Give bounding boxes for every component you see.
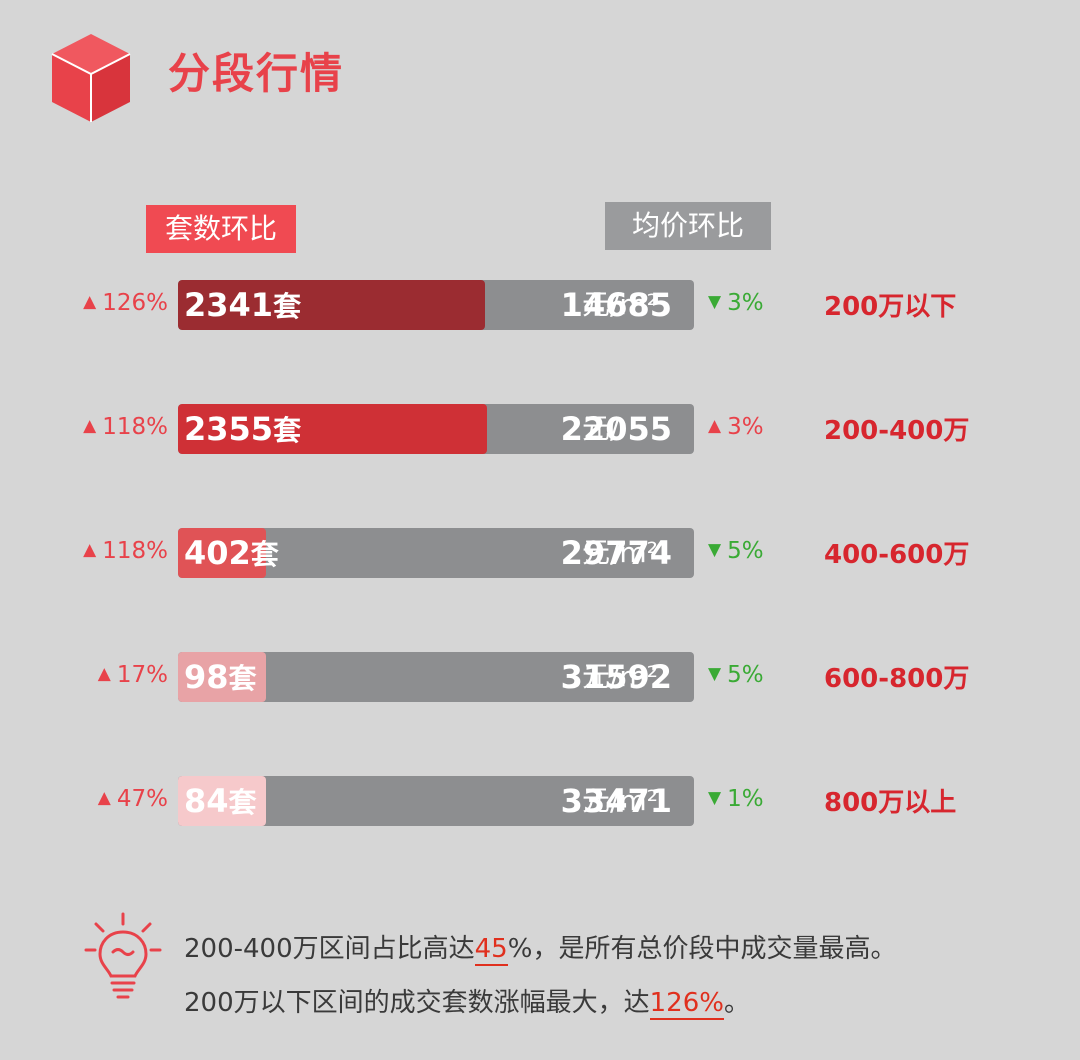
- bar-fill: [178, 404, 487, 454]
- count-change-label: ▲ 118%: [83, 538, 168, 564]
- price-value-label: 22055: [560, 410, 672, 448]
- count-value-label: 402套: [184, 534, 279, 572]
- bar-row: ▲ 118% 2355套 22055 元/ ▲ 3% 200-400万: [0, 400, 1080, 460]
- price-value-label: 31592: [560, 658, 672, 696]
- price-change-label: ▼ 1%: [708, 786, 764, 812]
- price-change-label: ▼ 5%: [708, 662, 764, 688]
- note-line-1: 200-400万区间占比高达45%，是所有总价段中成交量最高。: [184, 934, 897, 966]
- note-highlight-45: 45: [474, 934, 508, 966]
- count-value-label: 98套: [184, 658, 257, 696]
- legend-count-label: 套数环比: [146, 205, 296, 253]
- triangle-up-icon: ▲: [97, 664, 111, 684]
- count-value-label: 2341套: [184, 286, 302, 324]
- bar-track: [178, 528, 694, 578]
- legend-price-label: 均价环比: [605, 202, 771, 250]
- bar-track: [178, 776, 694, 826]
- triangle-down-icon: ▼: [708, 292, 722, 312]
- bar-fill: [178, 652, 266, 702]
- triangle-up-icon: ▲: [83, 540, 97, 560]
- bar-row: ▲ 118% 402套 29774 元/m² ▼ 5% 400-600万: [0, 524, 1080, 584]
- price-range-label: 400-600万: [824, 540, 970, 570]
- price-value-label: 29774: [560, 534, 672, 572]
- price-unit-label: 元/m²: [582, 660, 658, 693]
- triangle-up-icon: ▲: [708, 416, 722, 436]
- bar-track: [178, 404, 694, 454]
- triangle-down-icon: ▼: [708, 664, 722, 684]
- price-range-label: 600-800万: [824, 664, 970, 694]
- price-unit-label: 元/: [582, 412, 620, 445]
- bar-track: [178, 652, 694, 702]
- price-value-label: 33471: [560, 782, 672, 820]
- note-line-2: 200万以下区间的成交套数涨幅最大，达126%。: [184, 988, 750, 1020]
- bar-fill: [178, 528, 266, 578]
- triangle-down-icon: ▼: [708, 788, 722, 808]
- price-range-label: 200万以下: [824, 292, 957, 322]
- price-unit-label: 元/m²: [582, 536, 658, 569]
- price-range-label: 800万以上: [824, 788, 957, 818]
- triangle-down-icon: ▼: [708, 540, 722, 560]
- bar-row: ▲ 126% 2341套 14685 元/m² ▼ 3% 200万以下: [0, 276, 1080, 336]
- count-change-label: ▲ 17%: [97, 662, 168, 688]
- count-value-label: 84套: [184, 782, 257, 820]
- price-change-label: ▼ 3%: [708, 290, 764, 316]
- price-change-label: ▲ 3%: [708, 414, 764, 440]
- bar-row: ▲ 17% 98套 31592 元/m² ▼ 5% 600-800万: [0, 648, 1080, 708]
- bar-row: ▲ 47% 84套 33471 元/m² ▼ 1% 800万以上: [0, 772, 1080, 832]
- count-change-label: ▲ 118%: [83, 414, 168, 440]
- note-highlight-126: 126%: [649, 988, 724, 1020]
- bar-fill: [178, 776, 266, 826]
- cube-icon: [51, 34, 131, 122]
- count-change-label: ▲ 47%: [97, 786, 168, 812]
- lightbulb-icon: [84, 912, 162, 999]
- price-change-label: ▼ 5%: [708, 538, 764, 564]
- section-title: 分段行情: [168, 49, 345, 98]
- triangle-up-icon: ▲: [97, 788, 111, 808]
- price-value-label: 14685: [560, 286, 672, 324]
- price-range-label: 200-400万: [824, 416, 970, 446]
- count-value-label: 2355套: [184, 410, 302, 448]
- bar-fill: [178, 280, 485, 330]
- price-unit-label: 元/m²: [582, 288, 658, 321]
- bar-track: [178, 280, 694, 330]
- triangle-up-icon: ▲: [83, 416, 97, 436]
- price-unit-label: 元/m²: [582, 784, 658, 817]
- triangle-up-icon: ▲: [83, 292, 97, 312]
- count-change-label: ▲ 126%: [83, 290, 168, 316]
